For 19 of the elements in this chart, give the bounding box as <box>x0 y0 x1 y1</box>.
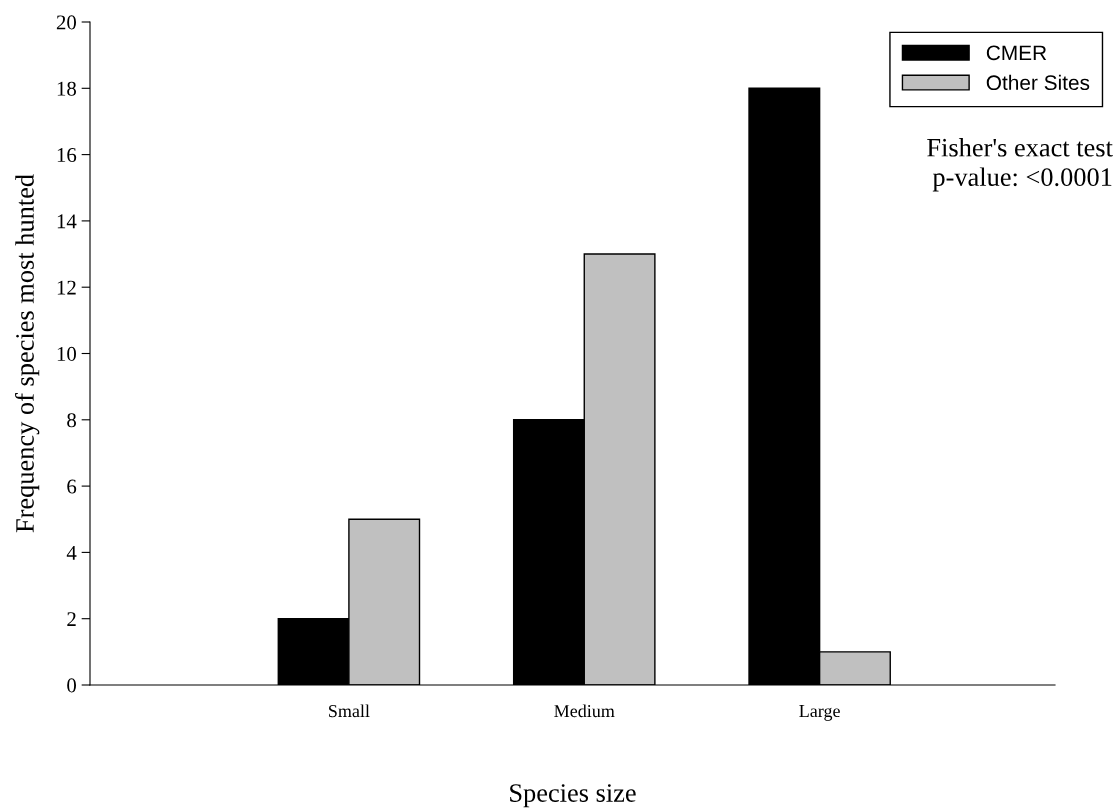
y-axis-title: Frequency of species most hunted <box>15 174 40 533</box>
y-tick-label: 12 <box>57 280 76 295</box>
y-tick-label: 20 <box>56 15 77 30</box>
y-tick-label: 14 <box>57 214 77 229</box>
y-tick-label: 8 <box>67 413 77 428</box>
x-tick-label: Medium <box>554 704 615 718</box>
legend-label: Other Sites <box>986 74 1090 91</box>
y-tick-label: 18 <box>57 81 77 96</box>
y-tick-label: 16 <box>57 148 77 163</box>
legend-label: CMER <box>986 45 1047 61</box>
y-tick-label: 0 <box>67 678 77 693</box>
annotation: Fisher's exact test p-value: <0.0001 <box>927 138 1113 192</box>
y-tick-label: 4 <box>66 545 77 560</box>
x-axis-title: Species size <box>510 784 636 808</box>
x-tick-label: Large <box>799 705 840 721</box>
y-tick-label: 6 <box>67 479 77 494</box>
y-tick-label: 10 <box>57 346 77 361</box>
x-tick-label: Small <box>329 704 370 718</box>
y-tick-label: 2 <box>67 612 76 626</box>
